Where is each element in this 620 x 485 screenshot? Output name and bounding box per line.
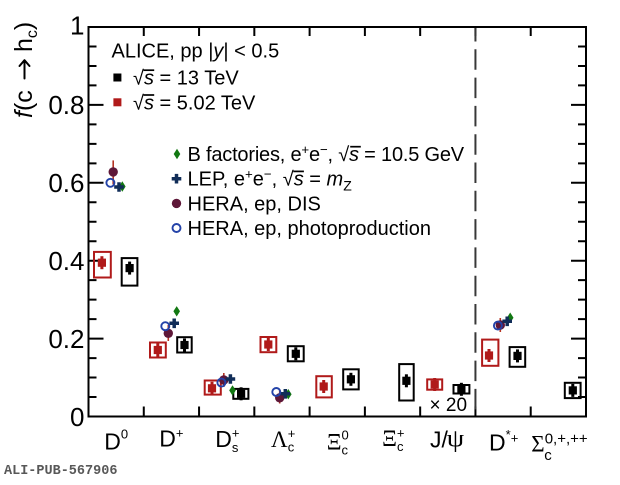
svg-text:D+: D+: [159, 425, 183, 451]
svg-text:Ξ+c: Ξ+ c: [382, 426, 404, 455]
svg-text:J/: J/: [430, 426, 449, 452]
svg-text:0.4: 0.4: [48, 246, 84, 276]
svg-text:f(c: f(c: [10, 90, 38, 118]
svg-text:D*+: D*+: [489, 427, 518, 456]
svg-text:Λ+c: Λ+ c: [271, 426, 295, 454]
svg-text:× 20: × 20: [430, 395, 468, 416]
svg-text:0: 0: [70, 402, 84, 432]
svg-text:ALI-PUB-567906: ALI-PUB-567906: [4, 464, 117, 479]
svg-text:ALICE, pp |y| < 0.5: ALICE, pp |y| < 0.5: [112, 41, 280, 63]
svg-text:D+s: D+ s: [215, 425, 239, 455]
svg-text:0.2: 0.2: [48, 324, 84, 354]
svg-text:Σ0,+,++c: Σ0,+,++ c: [531, 430, 588, 464]
svg-text:ψ: ψ: [447, 426, 465, 453]
svg-text:√s = 5.02 TeV: √s = 5.02 TeV: [133, 92, 256, 114]
svg-text:D0: D0: [104, 426, 128, 454]
svg-text:√s = 13 TeV: √s = 13 TeV: [133, 68, 239, 90]
svg-text:HERA, ep, photoproduction: HERA, ep, photoproduction: [188, 218, 432, 240]
svg-text:1: 1: [70, 11, 84, 41]
svg-text:HERA, ep, DIS: HERA, ep, DIS: [188, 193, 321, 215]
svg-text:0.8: 0.8: [48, 90, 84, 120]
svg-text:0.6: 0.6: [48, 168, 84, 198]
svg-text:Ξ0c: Ξ0 c: [327, 428, 349, 458]
